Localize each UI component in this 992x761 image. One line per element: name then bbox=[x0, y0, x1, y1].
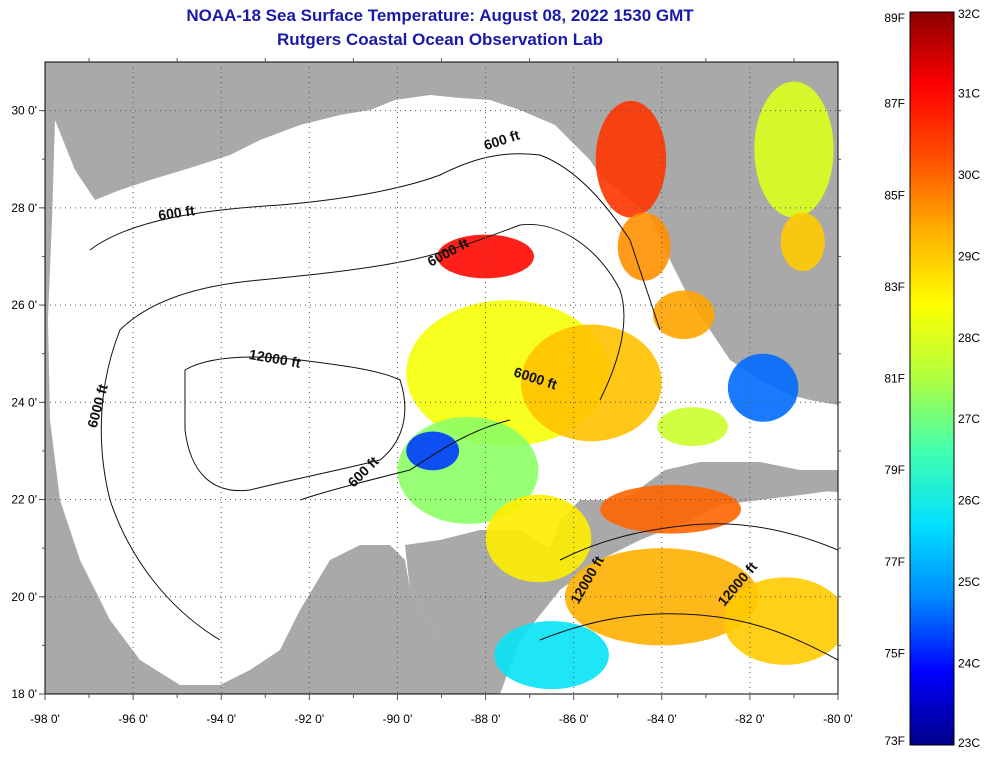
lat-tick-label: 24 0' bbox=[11, 395, 37, 409]
sst-patch-11 bbox=[723, 577, 838, 665]
legend-c-label: 28C bbox=[958, 331, 980, 345]
contour-12000ft bbox=[184, 356, 406, 492]
legend-f-label: 73F bbox=[884, 734, 905, 748]
lat-tick-label: 18 0' bbox=[11, 687, 37, 701]
legend-f-label: 75F bbox=[884, 646, 905, 660]
legend-f-label: 87F bbox=[884, 97, 905, 111]
lon-tick-label: -84 0' bbox=[647, 712, 677, 726]
lon-tick-label: -82 0' bbox=[735, 712, 765, 726]
legend-f-label: 77F bbox=[884, 555, 905, 569]
lat-tick-label: 26 0' bbox=[11, 298, 37, 312]
map-grid bbox=[45, 62, 838, 694]
legend-f-label: 79F bbox=[884, 463, 905, 477]
lat-tick-label: 30 0' bbox=[11, 104, 37, 118]
sst-patch-8 bbox=[485, 494, 592, 583]
lon-tick-label: -80 0' bbox=[823, 712, 853, 726]
lon-tick-label: -92 0' bbox=[295, 712, 325, 726]
sst-patch-3 bbox=[652, 290, 715, 340]
legend-colorbar bbox=[909, 11, 955, 746]
sst-patch-10 bbox=[564, 548, 759, 646]
legend-f-label: 83F bbox=[884, 280, 905, 294]
contour-600ft-yucatan bbox=[299, 419, 511, 501]
contour-6000ft bbox=[119, 223, 625, 401]
sst-patch-15 bbox=[780, 212, 825, 272]
lat-tick-label: 28 0' bbox=[11, 201, 37, 215]
legend-c-label: 27C bbox=[958, 412, 980, 426]
sst-patch-0 bbox=[595, 100, 667, 218]
sst-patch-1 bbox=[617, 212, 671, 281]
sst-patch-16 bbox=[657, 407, 728, 447]
sst-layer bbox=[397, 81, 838, 690]
legend-labels: 89F 87F 85F 83F 81F 79F 77F 75F 73F 32C 31C 30C 29C 2… bbox=[884, 7, 980, 750]
map-title: NOAA-18 Sea Surface Temperature: August … bbox=[186, 6, 694, 25]
yucatan-land bbox=[405, 500, 620, 694]
lon-tick-label: -94 0' bbox=[206, 712, 236, 726]
contour-label-0: 600 ft bbox=[157, 202, 196, 223]
legend-c-label: 23C bbox=[958, 736, 980, 750]
contour-caribbean-2 bbox=[539, 613, 838, 661]
lon-tick-label: -98 0' bbox=[30, 712, 60, 726]
sst-patch-5 bbox=[520, 324, 662, 442]
legend-c-label: 29C bbox=[958, 249, 980, 263]
sst-patch-9 bbox=[600, 484, 742, 534]
lon-tick-label: -86 0' bbox=[559, 712, 589, 726]
legend-c-label: 31C bbox=[958, 86, 980, 100]
sst-patch-12 bbox=[494, 621, 609, 690]
lat-tick-label: 22 0' bbox=[11, 493, 37, 507]
legend-c-label: 30C bbox=[958, 168, 980, 182]
lon-tick-label: -88 0' bbox=[471, 712, 501, 726]
legend-c-label: 24C bbox=[958, 657, 980, 671]
map-subtitle: Rutgers Coastal Ocean Observation Lab bbox=[277, 30, 603, 49]
sst-patch-14 bbox=[727, 353, 799, 422]
sst-patch-7 bbox=[406, 431, 460, 471]
legend-c-label: 26C bbox=[958, 494, 980, 508]
lon-tick-label: -90 0' bbox=[383, 712, 413, 726]
axis-ticks: -98 0' -96 0' -94 0' -92 0' -90 0' -88 0' -86 … bbox=[11, 58, 853, 726]
lat-tick-label: 20 0' bbox=[11, 590, 37, 604]
legend-f-label: 85F bbox=[884, 188, 905, 202]
sst-patch-2 bbox=[437, 234, 535, 279]
contour-600ft bbox=[89, 153, 661, 331]
legend-f-label: 81F bbox=[884, 372, 905, 386]
legend-c-label: 32C bbox=[958, 7, 980, 21]
legend-c-label: 25C bbox=[958, 575, 980, 589]
legend-f-label: 89F bbox=[884, 11, 905, 25]
lon-tick-label: -96 0' bbox=[118, 712, 148, 726]
contour-caribbean bbox=[559, 523, 838, 561]
sst-patch-13 bbox=[754, 81, 834, 218]
